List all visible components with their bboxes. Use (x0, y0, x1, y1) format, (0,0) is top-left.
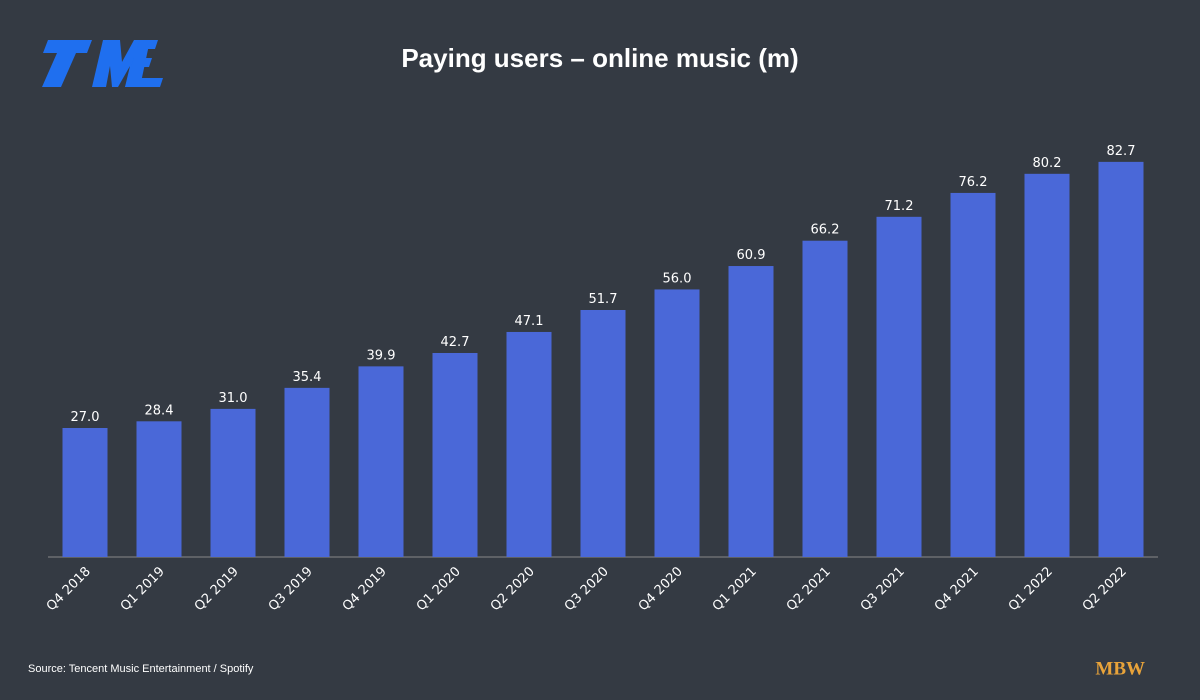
value-label: 42.7 (441, 335, 470, 350)
bar (1098, 161, 1144, 557)
value-label: 28.4 (145, 403, 174, 418)
value-label: 82.7 (1107, 144, 1136, 159)
value-label: 66.2 (811, 223, 840, 238)
bar (136, 421, 182, 557)
value-label: 35.4 (293, 370, 322, 385)
value-label: 80.2 (1033, 156, 1062, 171)
value-label: 56.0 (663, 271, 692, 286)
bar (358, 366, 404, 557)
value-label: 76.2 (959, 175, 988, 190)
bar (506, 331, 552, 557)
bar (62, 428, 108, 557)
bar (802, 240, 848, 557)
bar (210, 408, 256, 557)
value-label: 51.7 (589, 292, 618, 307)
value-label: 39.9 (367, 348, 396, 363)
bar (1024, 173, 1070, 558)
bar (728, 266, 774, 557)
bar (284, 387, 330, 557)
value-label: 71.2 (885, 199, 914, 214)
bar (876, 216, 922, 558)
bar (950, 192, 996, 557)
brand-logo: MBW (1095, 658, 1145, 679)
tme-logo (42, 40, 163, 87)
source: Source: Tencent Music Entertainment / Sp… (28, 663, 254, 675)
bar (580, 309, 626, 557)
chart-title: Paying users – online music (m) (401, 43, 798, 73)
value-label: 31.0 (219, 391, 248, 406)
bar (654, 289, 700, 557)
bar (432, 352, 478, 557)
value-label: 60.9 (737, 248, 766, 263)
value-label: 27.0 (71, 410, 100, 425)
value-label: 47.1 (515, 314, 544, 329)
